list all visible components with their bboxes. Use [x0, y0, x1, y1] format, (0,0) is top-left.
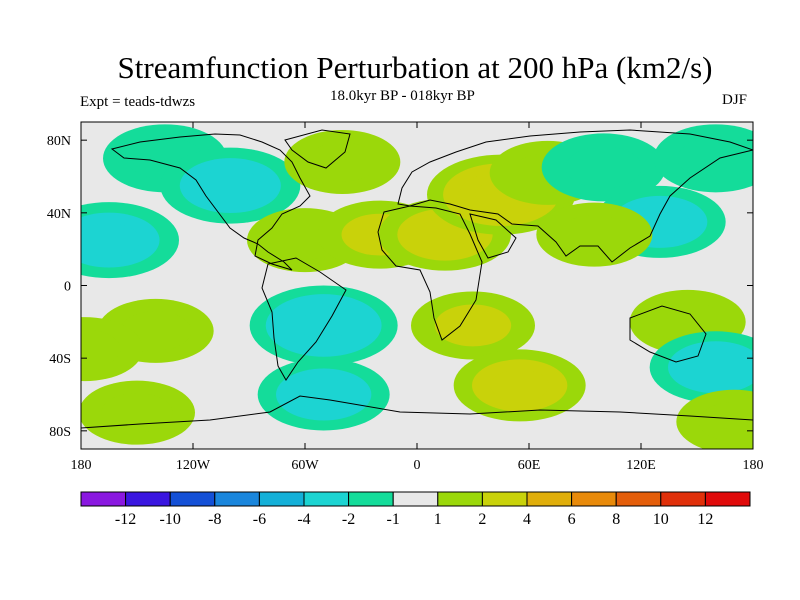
- colorbar-label: -1: [387, 511, 400, 528]
- field-region-1-level-3: [199, 168, 262, 203]
- experiment-label: Expt = teads-tdwzs: [80, 94, 196, 110]
- coastlines: [81, 129, 753, 429]
- field-region-15-level-2: [434, 304, 512, 347]
- colorbar-swatch: [481, 491, 528, 507]
- coastline-australia: [629, 305, 707, 363]
- colorbar-label: 10: [653, 511, 669, 528]
- colorbar: -12 -10 -8 -6 -4 -2 -1 1 2 4 6 8 10 12: [80, 491, 751, 528]
- colorbar-label: -6: [253, 511, 266, 528]
- colorbar-label: 8: [612, 511, 620, 528]
- colorbar-label: 12: [697, 511, 713, 528]
- streamfunction-field: [81, 124, 753, 449]
- colorbar-swatch: [437, 491, 483, 507]
- field-region-21-level-2: [698, 402, 753, 442]
- coastline-antarctica: [81, 395, 753, 429]
- colorbar-swatch: [571, 491, 617, 507]
- colorbar-label: 6: [568, 511, 576, 528]
- x-tick-label: 180: [71, 458, 92, 473]
- colorbar-swatch: [125, 491, 171, 507]
- colorbar-label: -4: [297, 511, 310, 528]
- y-tick-label: 40S: [49, 352, 71, 367]
- colorbar-label: 1: [434, 511, 442, 528]
- x-tick-label: 180: [743, 458, 764, 473]
- colorbar-swatch: [169, 491, 216, 507]
- field-region-22-level-2: [81, 329, 121, 369]
- y-tick-label: 40N: [47, 207, 71, 222]
- coastline-africa: [377, 205, 483, 341]
- field-region-8-level-2: [565, 146, 642, 189]
- chart-title: Streamfunction Perturbation at 200 hPa (…: [117, 50, 713, 85]
- x-tick-label: 60E: [518, 458, 541, 473]
- y-tick-label: 80N: [47, 134, 71, 149]
- field-region-11-level-2: [558, 214, 631, 255]
- colorbar-label: -12: [115, 511, 136, 528]
- colorbar-swatch: [392, 491, 439, 507]
- colorbar-swatch: [348, 491, 394, 507]
- colorbar-label: 4: [523, 511, 531, 528]
- coastline-arabia: [469, 213, 517, 259]
- colorbar-label: -8: [208, 511, 221, 528]
- x-axis-ticks: 180 120W 60W 0 60E 120E 180: [71, 122, 764, 473]
- colorbar-label: -2: [342, 511, 355, 528]
- coastline-greenland: [284, 129, 351, 169]
- field-region-20-level-2: [101, 392, 173, 433]
- field-region-19-level-3: [294, 378, 353, 411]
- coastline-eurasia: [397, 129, 753, 263]
- colorbar-swatch: [80, 491, 127, 507]
- colorbar-swatch: [526, 491, 573, 507]
- colorbar-swatch: [704, 491, 751, 507]
- colorbar-label: -10: [160, 511, 181, 528]
- x-tick-label: 60W: [291, 458, 319, 473]
- field-region-13-level-4: [297, 311, 350, 340]
- x-tick-label: 0: [414, 458, 421, 473]
- field-region-10-level-2: [677, 137, 753, 180]
- chart-subtitle: 18.0kyr BP - 018kyr BP: [330, 88, 475, 104]
- coastline-north-america: [110, 133, 311, 271]
- field-region-12-level-3: [81, 223, 141, 257]
- y-tick-label: 80S: [49, 425, 71, 440]
- field-region-16-level-3: [490, 369, 549, 402]
- coastline-south-america: [261, 257, 347, 381]
- x-tick-label: 120W: [176, 458, 211, 473]
- y-axis-ticks: 80N 40N 0 40S 80S: [47, 134, 753, 440]
- field-region-2-level-2: [306, 142, 379, 182]
- colorbar-swatch: [258, 491, 305, 507]
- season-label: DJF: [722, 92, 748, 108]
- colorbar-swatch: [303, 491, 350, 507]
- colorbar-swatch: [214, 491, 260, 507]
- colorbar-swatch: [660, 491, 706, 507]
- x-tick-label: 120E: [626, 458, 656, 473]
- y-tick-label: 0: [64, 280, 71, 295]
- colorbar-label: 2: [478, 511, 486, 528]
- colorbar-swatch: [615, 491, 662, 507]
- field-region-18-level-3: [686, 351, 746, 384]
